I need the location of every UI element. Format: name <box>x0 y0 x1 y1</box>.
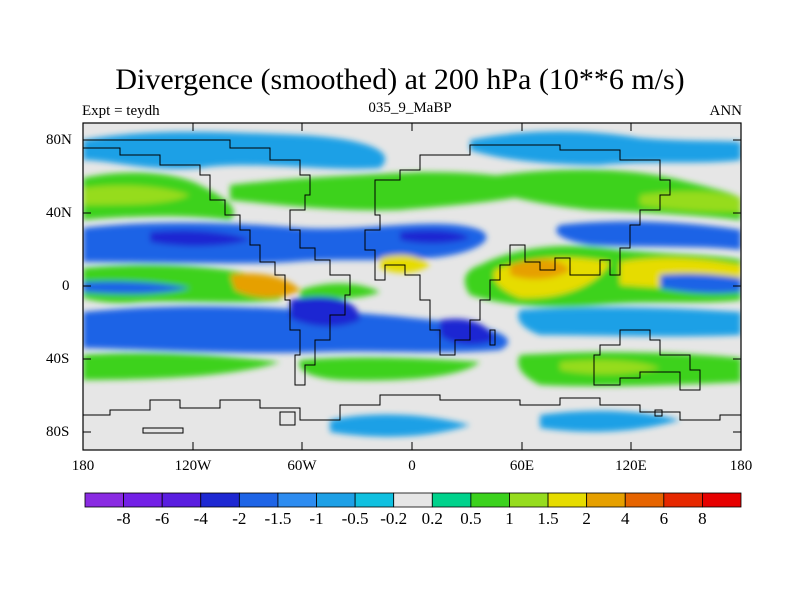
colorbar-label: 4 <box>620 509 630 528</box>
lat-label-40s: 40S <box>46 351 70 367</box>
colorbar-label: 0.2 <box>421 509 443 528</box>
lon-label-180w: 180 <box>71 458 95 474</box>
map-title: Divergence (smoothed) at 200 hPa (10**6 … <box>115 63 685 96</box>
colorbar-label: -0.5 <box>341 509 369 528</box>
lon-label-0: 0 <box>408 458 416 474</box>
colorbar-swatch <box>161 492 202 508</box>
colorbar-swatch <box>84 492 124 508</box>
colorbar-swatch <box>316 492 356 508</box>
colorbar-swatch <box>200 492 240 508</box>
lat-label-0: 0 <box>62 278 70 294</box>
colorbar-label: -4 <box>193 509 208 528</box>
colorbar-swatch <box>277 492 317 508</box>
colorbar-swatch <box>123 492 163 508</box>
colorbar-swatch <box>393 492 433 508</box>
colorbar-label: 6 <box>659 509 669 528</box>
colorbar-swatch <box>238 492 279 508</box>
colorbar-label: -6 <box>155 509 170 528</box>
lat-label-40n: 40N <box>46 205 72 221</box>
experiment-label: Expt = teydh <box>82 103 160 119</box>
colorbar-label: 8 <box>698 509 707 528</box>
lat-label-80s: 80S <box>46 424 70 440</box>
colorbar <box>84 492 742 508</box>
season-label: ANN <box>709 103 743 119</box>
colorbar-swatch <box>431 492 472 508</box>
colorbar-label: -1.5 <box>264 509 292 528</box>
lon-label-120e: 120E <box>615 458 647 474</box>
lon-label-60e: 60E <box>509 458 535 474</box>
colorbar-swatch <box>470 492 510 508</box>
colorbar-label: 1 <box>505 509 514 528</box>
colorbar-swatch <box>702 492 742 508</box>
colorbar-label: -0.2 <box>380 509 408 528</box>
colorbar-swatch <box>509 492 549 508</box>
coastline-outline <box>83 139 741 434</box>
colorbar-label: -2 <box>232 509 247 528</box>
lon-label-60w: 60W <box>287 458 317 474</box>
divergence-field <box>83 123 741 450</box>
colorbar-label: -8 <box>116 509 131 528</box>
colorbar-swatch <box>624 492 665 508</box>
lat-label-80n: 80N <box>46 132 72 148</box>
colorbar-label: 2 <box>582 509 591 528</box>
colorbar-swatch <box>354 492 395 508</box>
colorbar-swatch <box>547 492 588 508</box>
axis-ticks <box>82 123 742 450</box>
colorbar-swatch <box>586 492 626 508</box>
lon-label-120w: 120W <box>174 458 212 474</box>
colorbar-label: -1 <box>309 509 324 528</box>
period-label: 035_9_MaBP <box>368 100 452 116</box>
lon-label-180e: 180 <box>729 458 753 474</box>
colorbar-swatch <box>663 492 703 508</box>
colorbar-label: 1.5 <box>537 509 559 528</box>
colorbar-label: 0.5 <box>460 509 482 528</box>
